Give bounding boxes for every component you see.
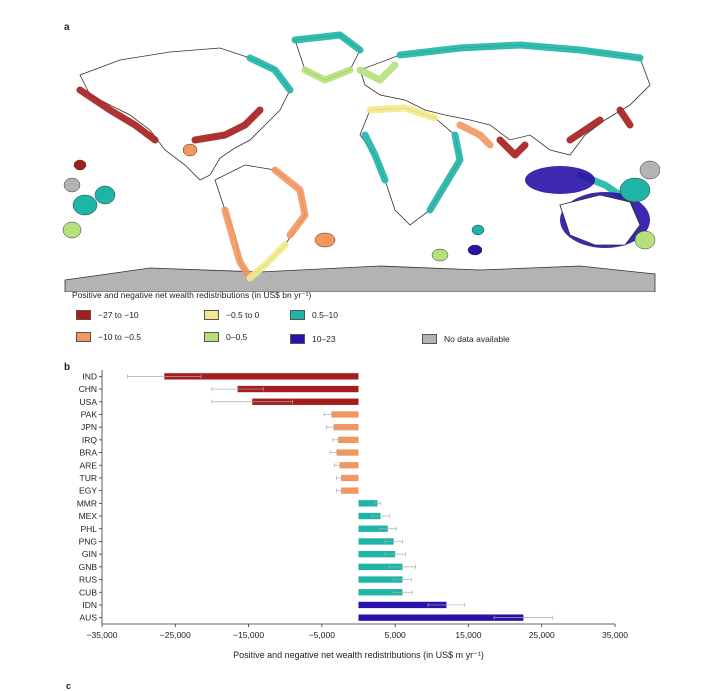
- legend-swatch: [204, 310, 219, 320]
- category-label: PHL: [80, 524, 97, 534]
- antarctica: [64, 265, 656, 292]
- category-label: RUS: [79, 575, 97, 585]
- eez-argentina: [246, 241, 289, 282]
- category-label: EGY: [79, 486, 97, 496]
- bar-usa: [252, 398, 359, 405]
- world-map: [62, 31, 660, 292]
- x-tick-label: 15,000: [455, 630, 481, 640]
- bar-gin: [358, 550, 396, 558]
- x-axis-title: Positive and negative net wealth redistr…: [233, 650, 484, 660]
- legend-label: 0–0.5: [226, 332, 248, 342]
- x-tick-label: −15,000: [233, 630, 264, 640]
- category-label: TUR: [80, 473, 97, 483]
- legend-swatch: [290, 310, 305, 320]
- category-label: USA: [80, 397, 98, 407]
- eez-mideast: [456, 121, 494, 149]
- category-label: PAK: [81, 409, 98, 419]
- category-label: BRA: [80, 448, 98, 458]
- panel-a-label: a: [64, 22, 70, 33]
- legend-item-5: 0.5–10: [290, 310, 338, 320]
- north-america: [79, 47, 291, 181]
- category-label: IND: [82, 371, 97, 381]
- eez-japan: [616, 106, 634, 129]
- legend-title: Positive and negative net wealth redistr…: [72, 290, 312, 300]
- legend-item-1: −27 to −10: [76, 310, 139, 320]
- category-label: IRQ: [82, 435, 98, 445]
- legend-item-4: 0–0.5: [204, 332, 247, 342]
- eez-east-africa: [426, 131, 464, 214]
- legend-swatch: [204, 332, 219, 342]
- eez-mediterranean: [366, 104, 439, 122]
- africa: [359, 107, 461, 226]
- legend-label: −10 to −0.5: [98, 332, 142, 342]
- bar-irq: [337, 436, 359, 444]
- category-label: JPN: [81, 422, 97, 432]
- eez-russia: [396, 41, 644, 62]
- legend-item-2: −10 to −0.5: [76, 332, 141, 342]
- x-tick-label: −25,000: [160, 630, 191, 640]
- bar-chart: −35,000 −25,000 −15,000 −5,000 5,000 15,000 25…: [77, 370, 628, 660]
- legend-item-6: 10–23: [290, 334, 336, 344]
- bar-chn: [237, 385, 359, 393]
- x-tick-label: −35,000: [87, 630, 118, 640]
- x-tick-label: 35,000: [602, 630, 628, 640]
- legend-label: −27 to −10: [98, 310, 139, 320]
- category-label: AUS: [80, 613, 98, 623]
- panel-c-label: c: [66, 681, 72, 691]
- eez-greenland: [301, 66, 354, 84]
- eez-west-africa: [361, 131, 389, 184]
- legend-item-7: No data available: [422, 334, 510, 344]
- legend-label: 0.5–10: [312, 310, 338, 320]
- bar-cub: [358, 589, 403, 596]
- category-label: GIN: [82, 549, 97, 559]
- bar-tur: [340, 474, 359, 482]
- bar-phl: [358, 525, 388, 532]
- bar-rus: [358, 576, 403, 583]
- bar-png: [358, 538, 394, 545]
- legend-swatch: [422, 334, 437, 344]
- category-label: GNB: [79, 562, 98, 572]
- category-label: MEX: [79, 511, 98, 521]
- bar-bra: [336, 449, 359, 456]
- bar-egy: [340, 487, 359, 494]
- category-label: CUB: [79, 587, 97, 597]
- bar-jpn: [333, 423, 359, 431]
- legend-item-3: −0.5 to 0: [204, 310, 259, 320]
- eez-india: [496, 136, 529, 159]
- bar-mex: [358, 512, 381, 520]
- bar-ind: [164, 373, 359, 380]
- pacific-islands: [62, 143, 660, 262]
- bar-gnb: [358, 563, 403, 571]
- panel-b-label: b: [64, 362, 71, 373]
- bar-mmr: [358, 500, 378, 507]
- eez-china: [566, 116, 604, 144]
- legend-label: 10–23: [312, 334, 336, 344]
- category-label: IDN: [82, 600, 97, 610]
- legend-label: No data available: [444, 334, 510, 344]
- eez-chile-peru: [221, 206, 254, 282]
- bar-pak: [331, 411, 359, 418]
- category-label: MMR: [77, 498, 97, 508]
- x-tick-label: 5,000: [385, 630, 407, 640]
- bar-aus: [358, 614, 524, 621]
- eez-canada-arctic: [246, 31, 364, 94]
- category-label: CHN: [79, 384, 97, 394]
- x-tick-label: −5,000: [309, 630, 336, 640]
- bar-are: [339, 462, 359, 469]
- category-label: PNG: [79, 536, 97, 546]
- legend-label: −0.5 to 0: [226, 310, 260, 320]
- legend-swatch: [76, 332, 91, 342]
- eez-brazil: [271, 166, 309, 239]
- eez-usa: [76, 86, 264, 144]
- category-label: ARE: [80, 460, 98, 470]
- x-tick-label: 25,000: [529, 630, 555, 640]
- bar-idn: [358, 601, 447, 609]
- eez-scandinavia: [356, 61, 399, 84]
- legend-swatch: [76, 310, 91, 320]
- legend-swatch: [290, 334, 305, 344]
